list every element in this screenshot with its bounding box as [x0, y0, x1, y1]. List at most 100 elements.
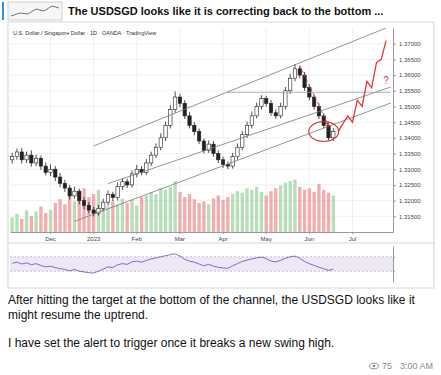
candle-body — [245, 125, 248, 134]
caption-paragraph: After hitting the target at the bottom o… — [8, 293, 416, 322]
channel-line — [74, 103, 390, 221]
y-tick-mark — [393, 59, 396, 60]
candle-body — [159, 138, 162, 147]
volume-bar — [44, 213, 47, 232]
y-tick-mark — [393, 216, 396, 217]
volume-bar — [97, 190, 100, 232]
x-tick-label: 2023 — [87, 236, 101, 242]
grid-line — [10, 169, 393, 170]
x-tick-label: Feb — [132, 236, 143, 242]
rsi-tick-mark — [393, 257, 395, 258]
chart-title: U.S. Dollar / Singapore Dollar · 1D · OA… — [13, 30, 156, 36]
rsi-tick-mark — [393, 271, 395, 272]
y-axis-line — [393, 29, 394, 233]
x-tick: Mar — [175, 232, 185, 242]
x-tick-mark — [266, 232, 267, 234]
post-time: 3:00 AM — [400, 361, 433, 371]
header-text: The USDSGD looks like it is correcting b… — [68, 5, 383, 17]
volume-bar — [197, 203, 200, 232]
volume-bar — [317, 184, 320, 232]
volume-bar — [265, 196, 268, 232]
y-tick-mark — [393, 185, 396, 186]
candle-body — [111, 194, 114, 197]
y-tick-mark — [393, 106, 396, 107]
annotation-texts: ? — [383, 75, 389, 86]
volume-bar — [154, 194, 157, 232]
volume-bar — [269, 191, 272, 232]
volume-bar — [173, 181, 176, 232]
candle-body — [250, 116, 253, 125]
rsi-plot-area — [12, 254, 333, 273]
grid-line — [10, 216, 393, 217]
volume-bar — [284, 182, 287, 232]
volume-bar — [92, 194, 95, 232]
candle-body — [212, 144, 215, 153]
page: The USDSGD looks like it is correcting b… — [0, 0, 441, 375]
candle-body — [78, 191, 81, 200]
rsi-line — [12, 254, 333, 273]
candle-body — [274, 113, 277, 116]
x-tick: Jul — [349, 232, 357, 242]
x-axis-line — [11, 232, 394, 233]
caption-paragraph: I have set the alert to trigger once it … — [8, 336, 334, 350]
channel-line — [108, 87, 391, 184]
x-tick-mark — [50, 232, 51, 234]
projection-path — [338, 41, 386, 132]
volume-bar — [212, 198, 215, 232]
panel-separator — [8, 243, 434, 244]
candle-body — [284, 91, 287, 107]
volume-bar — [30, 216, 33, 232]
y-tick-label: 1.32500 — [399, 182, 421, 188]
candle-body — [303, 75, 306, 88]
candle-body — [265, 99, 268, 104]
eye-icon — [369, 363, 378, 369]
candle-body — [92, 210, 95, 213]
candle-body — [116, 186, 119, 197]
candle-body — [169, 110, 172, 126]
x-tick: May — [261, 232, 272, 242]
post-views: 75 — [382, 361, 392, 371]
annotation-text: ? — [383, 75, 389, 86]
highlight-circle — [309, 122, 339, 142]
volume-bar — [193, 199, 196, 232]
channel-line — [228, 92, 391, 93]
rsi-tick — [393, 271, 395, 272]
quote-bar — [2, 2, 4, 20]
volume-bar — [226, 197, 229, 232]
volume-bar — [308, 188, 311, 232]
volume-bar — [289, 181, 292, 232]
volume-bar — [140, 197, 143, 232]
volume-bar — [116, 204, 119, 232]
x-tick: 2023 — [87, 232, 101, 242]
y-tick: 1.34000 — [393, 135, 421, 141]
y-tick-label: 1.35000 — [399, 104, 421, 110]
grid-line — [10, 122, 393, 123]
volume-bar — [298, 187, 301, 232]
candle-body — [54, 169, 57, 177]
x-tick-mark — [309, 232, 310, 234]
candle-body — [217, 154, 220, 160]
candle-body — [332, 132, 335, 138]
y-tick: 1.36500 — [393, 57, 421, 63]
volume-bar — [149, 192, 152, 232]
volume-bar — [202, 201, 205, 232]
rsi-band — [10, 257, 393, 271]
y-tick: 1.35500 — [393, 88, 421, 94]
volume-bar — [322, 190, 325, 232]
candle-body — [164, 125, 167, 138]
volume-bar — [25, 210, 28, 232]
volume-bar — [63, 204, 66, 232]
volume-bar — [159, 188, 162, 232]
volume-bar — [68, 196, 71, 232]
thumbnail-line — [11, 6, 59, 16]
volume-bar — [279, 185, 282, 232]
x-tick-label: Apr — [218, 236, 227, 242]
volume-bar — [169, 187, 172, 232]
candle-body — [87, 205, 90, 210]
volume-bar — [303, 190, 306, 232]
eye-pupil — [373, 365, 376, 368]
volume-bar — [82, 188, 85, 232]
y-tick-mark — [393, 122, 396, 123]
candle-body — [279, 106, 282, 115]
volume-bar — [255, 187, 258, 232]
